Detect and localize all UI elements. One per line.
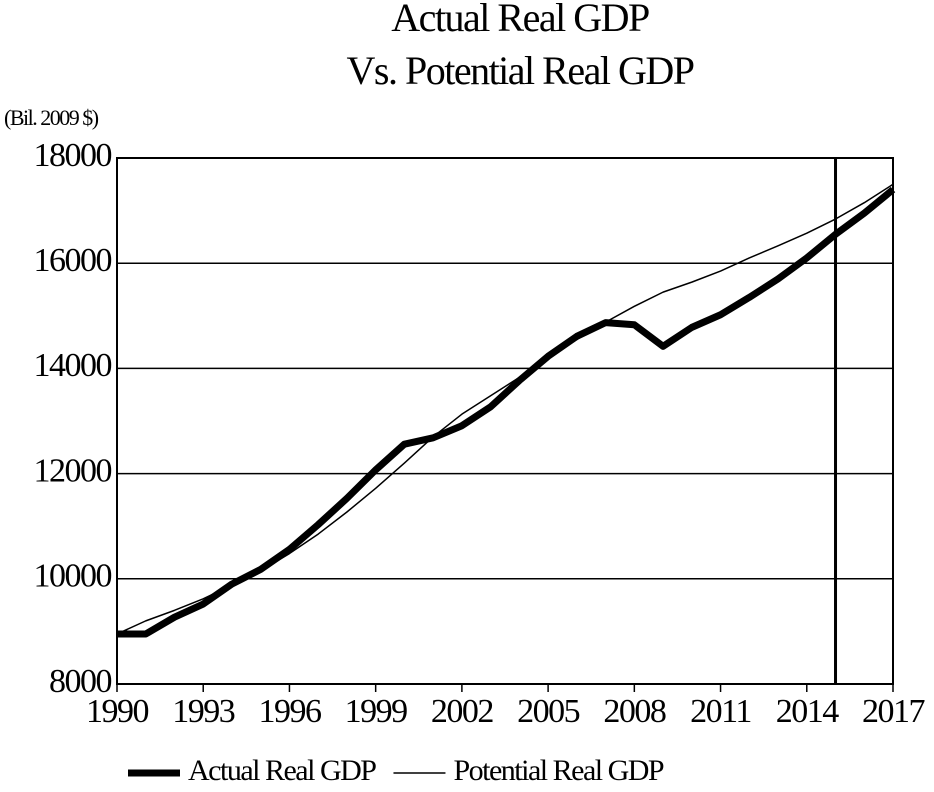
x-tick-label: 2011 — [690, 693, 751, 730]
y-tick-label: 10000 — [34, 558, 112, 595]
x-tick-label: 1993 — [172, 693, 235, 730]
x-tick-label: 2014 — [776, 693, 840, 730]
y-tick-label: 8000 — [49, 663, 112, 700]
series-line — [117, 186, 896, 638]
x-tick-label: 1999 — [345, 693, 408, 730]
plot-frame — [116, 157, 894, 685]
y-tick-label: 14000 — [34, 347, 112, 384]
series-line — [116, 183, 894, 635]
y-axis-label: (Bil. 2009 $) — [4, 105, 99, 130]
chart-title: Actual Real GDP — [391, 0, 649, 40]
y-tick-label: 16000 — [34, 242, 112, 279]
y-tick-label: 18000 — [34, 137, 112, 174]
y-tick-label: 12000 — [34, 452, 112, 489]
legend-label: Actual Real GDP — [188, 754, 376, 787]
x-tick-label: 1996 — [258, 693, 321, 730]
x-tick-label: 2008 — [603, 693, 666, 730]
x-tick-label: 2017 — [862, 693, 926, 730]
x-tick-label: 1990 — [86, 693, 149, 730]
x-tick-label: 2002 — [431, 693, 494, 730]
x-tick-label: 2005 — [517, 693, 580, 730]
legend-label: Potential Real GDP — [453, 754, 663, 787]
chart-subtitle: Vs. Potential Real GDP — [347, 48, 694, 93]
